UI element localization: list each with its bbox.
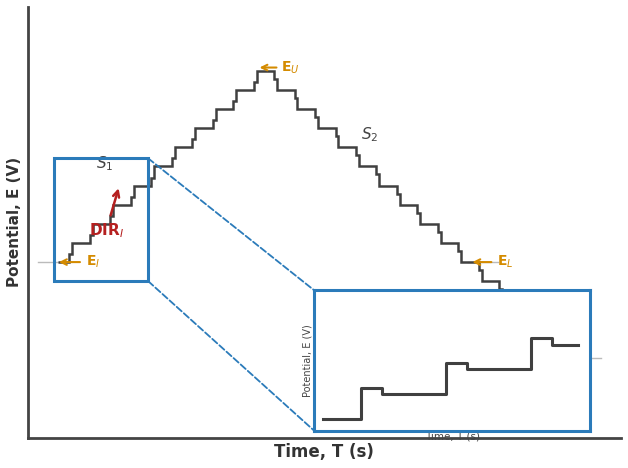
Text: E$_I$: E$_I$ [86,254,100,271]
Text: S$_3$: S$_3$ [536,323,554,342]
Bar [54,159,148,281]
Text: S$_1$: S$_1$ [97,154,114,173]
Text: DIR$_I$: DIR$_I$ [89,191,124,240]
X-axis label: Time, T (s): Time, T (s) [274,443,374,461]
Y-axis label: Potential, E (V): Potential, E (V) [7,157,22,287]
Y-axis label: Potential, E (V): Potential, E (V) [303,324,313,397]
Text: E$_L$: E$_L$ [497,254,514,271]
Text: S$_2$: S$_2$ [360,125,378,144]
Text: E$_U$: E$_U$ [281,59,300,76]
X-axis label: Time, T (s): Time, T (s) [425,432,480,442]
Text: E$_F$: E$_F$ [539,350,556,366]
